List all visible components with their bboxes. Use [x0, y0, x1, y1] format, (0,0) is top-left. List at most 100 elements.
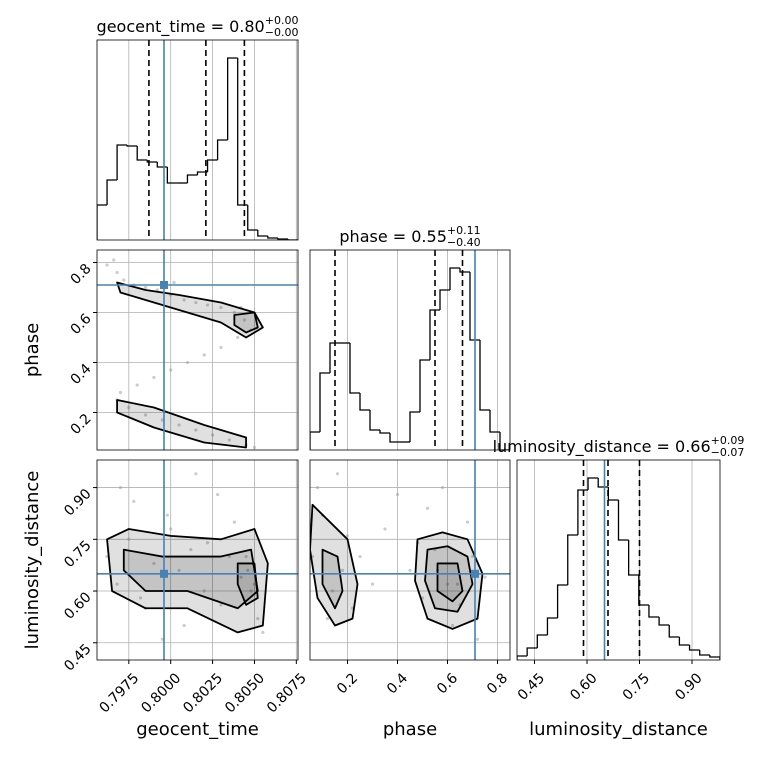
sample-point — [105, 263, 109, 267]
histogram-step — [166, 167, 178, 184]
y-tick-label: 0.45 — [61, 641, 94, 674]
panel-frame — [516, 459, 721, 661]
sample-point — [152, 561, 156, 566]
x-tick-label: 0.90 — [672, 670, 705, 703]
histogram-step — [359, 393, 370, 411]
y-tick-label: 0.6 — [68, 311, 95, 338]
sample-point — [172, 280, 176, 285]
sample-point — [408, 568, 412, 572]
sample-point — [127, 537, 131, 541]
sample-point — [465, 520, 470, 524]
sample-point — [315, 485, 320, 490]
histogram-step — [668, 625, 680, 638]
sample-point — [189, 548, 193, 552]
plot-area — [97, 250, 298, 450]
sample-point — [216, 492, 220, 497]
sample-point — [182, 623, 186, 628]
sample-point — [246, 568, 250, 572]
truth-marker — [160, 569, 168, 578]
histogram-step — [577, 489, 589, 535]
histogram-step — [409, 411, 420, 442]
sample-point — [115, 582, 119, 586]
sample-point — [118, 485, 123, 490]
histogram-step — [617, 500, 629, 541]
sample-point — [122, 278, 126, 282]
sample-point — [160, 637, 164, 641]
sample-point — [177, 423, 181, 427]
histogram-step — [379, 430, 390, 434]
histogram-step — [186, 174, 198, 183]
histogram-step — [449, 267, 460, 290]
sample-point — [227, 438, 231, 442]
panel: luminosity_distance = 0.66 +0.09−0.07 0.45… — [493, 434, 745, 740]
sample-point — [440, 485, 445, 490]
histogram-step — [638, 575, 649, 606]
histogram-step — [658, 617, 670, 626]
histogram-step — [489, 410, 500, 433]
y-tick-label: 0.60 — [61, 589, 94, 622]
sample-point — [345, 534, 350, 538]
x-tick-label: 0.8025 — [180, 670, 226, 716]
panel-frame — [96, 39, 299, 241]
sample-point — [244, 554, 248, 559]
panel: phase = 0.55 +0.11−0.40 — [309, 224, 511, 451]
x-tick-label: 0.4 — [384, 670, 411, 697]
histogram-step — [237, 58, 248, 206]
sample-point — [239, 575, 243, 579]
title-lower: −0.00 — [265, 26, 299, 39]
x-axis-label: geocent_time — [136, 719, 259, 740]
sample-point — [112, 258, 116, 262]
histogram-step — [479, 340, 490, 411]
sample-point — [205, 541, 210, 545]
histogram-step — [459, 268, 470, 273]
panel: 0.2 0.4 0.6 0.8 phase — [309, 459, 511, 740]
histogram-step — [216, 139, 228, 160]
sample-point — [118, 390, 123, 395]
histogram-step — [310, 431, 320, 450]
contour — [424, 545, 474, 613]
y-axis-label: phase — [22, 323, 43, 377]
sample-point — [169, 368, 173, 372]
sample-point — [227, 554, 231, 559]
y-tick-label: 0.8 — [68, 261, 95, 288]
plot-area — [97, 460, 298, 660]
histogram-step — [517, 655, 528, 660]
sample-point — [236, 335, 240, 340]
sample-point — [185, 360, 190, 365]
sample-point — [202, 589, 206, 593]
contour — [116, 281, 264, 339]
histogram-step — [329, 342, 340, 373]
sample-point — [252, 582, 257, 586]
histogram-step — [156, 162, 168, 168]
histogram-step — [106, 179, 118, 205]
contour — [436, 562, 464, 603]
histogram-step — [556, 584, 568, 618]
histogram-step — [389, 433, 400, 443]
histogram-step — [227, 57, 238, 140]
x-tick-label: 0.2 — [334, 670, 361, 697]
panel-frame — [309, 249, 511, 451]
histogram-step — [678, 637, 690, 646]
sample-point — [194, 428, 198, 432]
title-upper: +0.09 — [711, 434, 745, 447]
panel-frame — [96, 249, 299, 451]
sample-point — [395, 492, 400, 497]
histogram-step — [257, 230, 268, 237]
panel: 0.2 0.4 0.6 0.8 phase — [22, 249, 299, 451]
sample-point — [219, 345, 223, 350]
sample-point — [205, 303, 210, 307]
histogram-step — [419, 359, 430, 412]
sample-point — [232, 520, 236, 524]
title-lower: −0.40 — [447, 236, 481, 249]
panel-title: luminosity_distance = 0.66 — [493, 437, 711, 457]
histogram-step — [567, 534, 578, 585]
histogram-step — [628, 540, 639, 576]
panel-title: phase = 0.55 — [339, 227, 446, 246]
title-lower: −0.07 — [711, 446, 745, 459]
sample-point — [219, 305, 223, 310]
histogram-step — [277, 238, 288, 240]
sample-point — [358, 554, 362, 559]
sample-point — [455, 582, 460, 586]
sample-point — [165, 513, 169, 517]
